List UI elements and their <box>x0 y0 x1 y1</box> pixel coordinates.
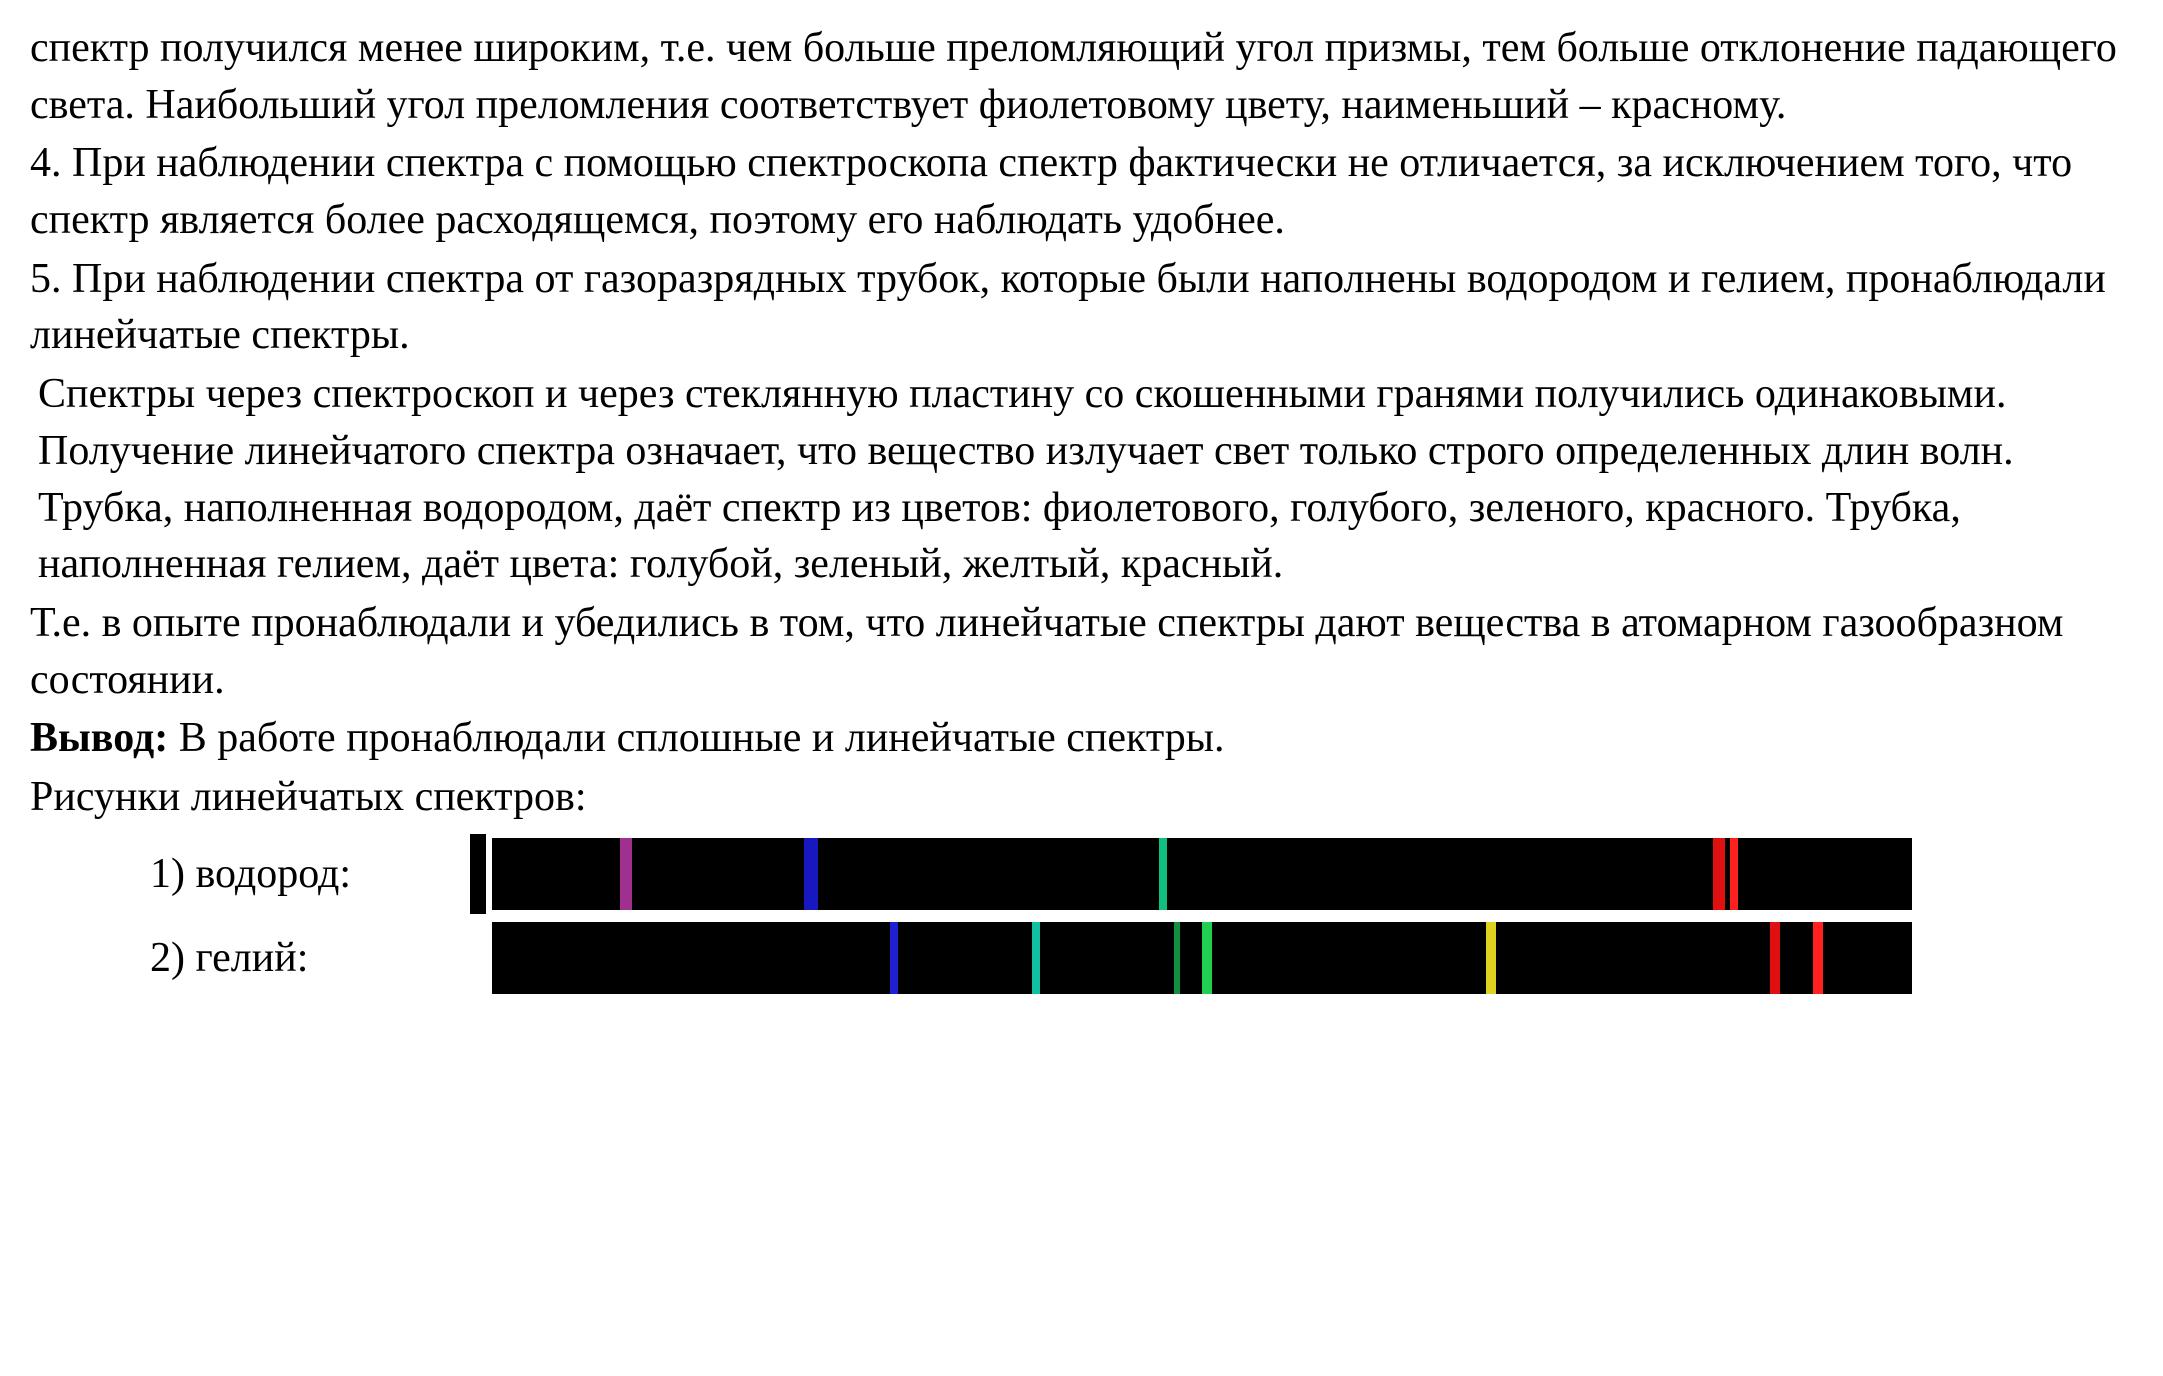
spectrum-bg <box>492 838 1912 910</box>
spectral-line <box>890 922 898 994</box>
spectrum-wrap-hydrogen <box>470 834 1912 914</box>
paragraph-2: 4. При наблюдении спектра с помощью спек… <box>30 135 2133 248</box>
figures-caption: Рисунки линейчатых спектров: <box>30 769 2133 826</box>
spectral-line <box>1713 838 1725 910</box>
paragraph-4: Спектры через спектроскоп и через стекля… <box>30 366 2133 593</box>
pre-bar <box>470 834 486 914</box>
spectral-line <box>1032 922 1040 994</box>
paragraph-3: 5. При наблюдении спектра от газоразрядн… <box>30 251 2133 364</box>
spectral-line <box>1813 922 1823 994</box>
row-label-hydrogen: 1) водород: <box>30 850 470 898</box>
paragraph-1: спектр получился менее широким, т.е. чем… <box>30 20 2133 133</box>
spectral-line <box>1159 838 1167 910</box>
conclusion-line: Вывод: В работе пронаблюдали сплошные и … <box>30 710 2133 767</box>
conclusion-label: Вывод: <box>30 715 168 761</box>
spectral-line <box>1770 922 1780 994</box>
spectral-line <box>1202 922 1212 994</box>
spectrum-hydrogen <box>492 838 1912 910</box>
spectrum-row-helium: 2) гелий: <box>30 922 2133 994</box>
spectrum-row-hydrogen: 1) водород: <box>30 834 2133 914</box>
conclusion-text: В работе пронаблюдали сплошные и линейча… <box>168 715 1224 761</box>
spectrum-wrap-helium <box>470 922 1912 994</box>
row-label-helium: 2) гелий: <box>30 934 470 982</box>
spectral-line <box>1486 922 1496 994</box>
spectral-line <box>1730 838 1738 910</box>
spectral-line <box>804 838 818 910</box>
spectral-line <box>620 838 632 910</box>
paragraph-5: Т.е. в опыте пронаблюдали и убедились в … <box>30 595 2133 708</box>
spectrum-helium <box>492 922 1912 994</box>
spectral-line <box>1174 922 1180 994</box>
